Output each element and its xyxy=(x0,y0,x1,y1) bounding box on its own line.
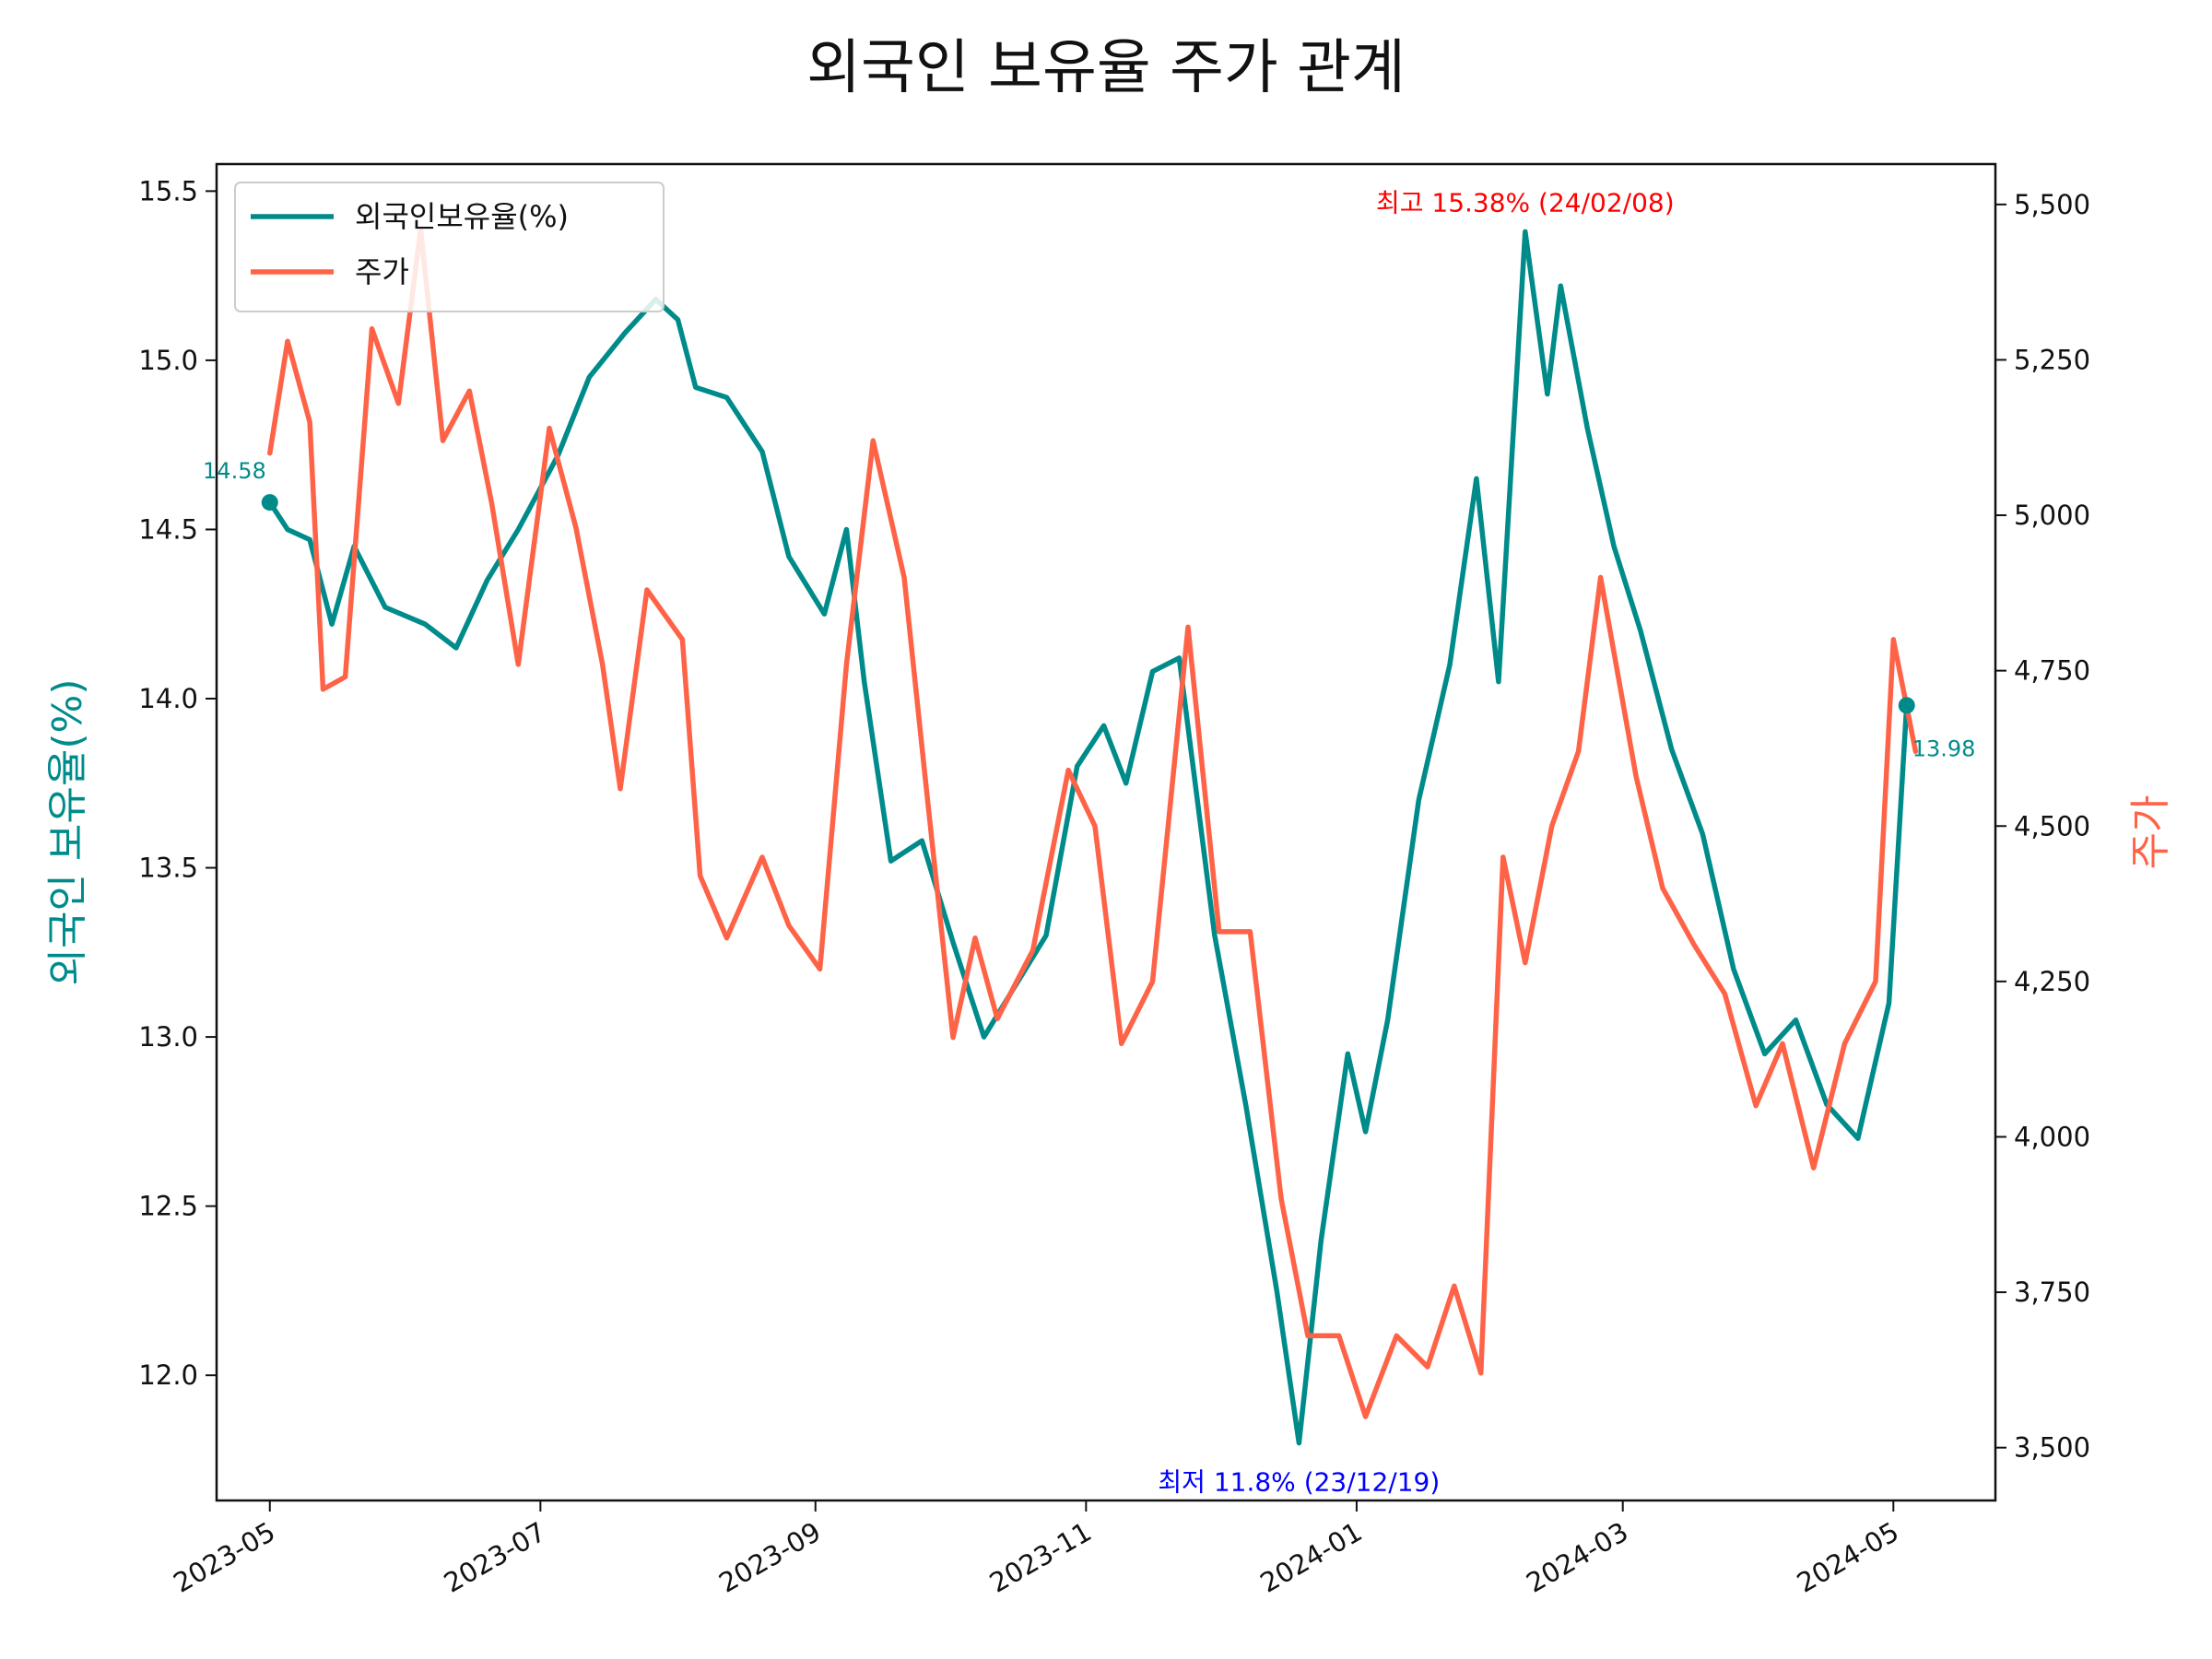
y-axis-left-label: 외국인 보유율(%) xyxy=(44,678,91,985)
min-annotation: 최저 11.8% (23/12/19) xyxy=(1158,1467,1440,1498)
x-tick-label: 2023-05 xyxy=(168,1516,280,1599)
end-point-marker xyxy=(1898,697,1915,714)
y-left-tick-label: 12.0 xyxy=(138,1359,198,1391)
y-left-tick-label: 13.0 xyxy=(138,1021,198,1053)
y-right-tick-label: 4,750 xyxy=(2014,655,2090,687)
y-left-tick-label: 14.5 xyxy=(138,513,198,545)
y-right-tick-label: 3,500 xyxy=(2014,1432,2090,1464)
y-right-tick-label: 5,250 xyxy=(2014,344,2090,375)
y-left-tick-label: 15.5 xyxy=(138,175,198,206)
x-tick-label: 2024-03 xyxy=(1521,1516,1633,1599)
x-tick-label: 2023-11 xyxy=(984,1516,1097,1599)
legend-label-ownership: 외국인보유율(%) xyxy=(355,199,569,234)
y-right-tick-label: 4,250 xyxy=(2014,966,2090,997)
legend: 외국인보유율(%) 주가 xyxy=(234,182,665,312)
x-tick-label: 2023-07 xyxy=(439,1516,551,1599)
price-series-line xyxy=(267,227,1919,1419)
plot-area-frame xyxy=(215,162,1997,1502)
y-right-tick-label: 5,000 xyxy=(2014,500,2090,531)
x-tick-label: 2023-09 xyxy=(713,1516,826,1599)
legend-box xyxy=(234,182,665,312)
legend-label-price: 주가 xyxy=(355,254,409,289)
y-right-tick-label: 4,500 xyxy=(2014,810,2090,841)
annotation-layer: 14.58 13.98 최고 15.38% (24/02/08) 최저 11.8% (… xyxy=(203,187,1975,1497)
y-left-tick-label: 13.5 xyxy=(138,853,198,884)
start-point-marker xyxy=(261,494,278,512)
y-left-tick-label: 14.0 xyxy=(138,683,198,714)
chart-title: 외국인 보유율 주가 관계 xyxy=(806,34,1406,102)
x-tick-label: 2024-01 xyxy=(1254,1516,1367,1599)
y-axis-right-label: 주가 xyxy=(2127,795,2174,870)
max-annotation: 최고 15.38% (24/02/08) xyxy=(1376,187,1675,218)
ownership-series-line xyxy=(267,229,1910,1446)
y-right-tick-label: 5,500 xyxy=(2014,189,2090,220)
y-right-tick-label: 3,750 xyxy=(2014,1277,2090,1308)
x-tick-label: 2024-05 xyxy=(1792,1516,1904,1599)
y-left-tick-label: 15.0 xyxy=(138,345,198,376)
axes-layer: 12.0 12.5 13.0 13.5 14.0 14.5 15.0 15.5 3,500 3,7… xyxy=(138,175,2090,1598)
start-value-label: 14.58 xyxy=(203,458,266,484)
y-left-tick-label: 12.5 xyxy=(138,1191,198,1222)
end-value-label: 13.98 xyxy=(1912,735,1976,761)
y-right-tick-label: 4,000 xyxy=(2014,1121,2090,1152)
series-layer xyxy=(267,227,1919,1446)
